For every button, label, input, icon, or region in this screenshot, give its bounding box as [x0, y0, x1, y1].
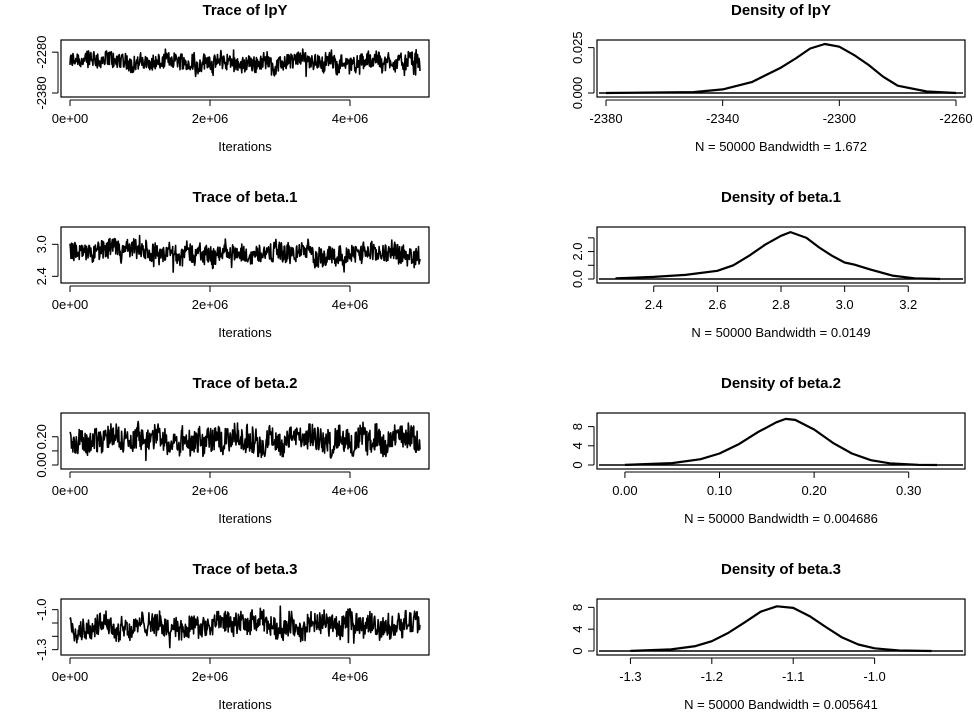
plot-frame: [60, 39, 430, 98]
panel-trace-of-beta-2: Trace of beta.2 0e+00 2e+06 4e+06 Iterations…: [34, 375, 430, 526]
y-tick-label: -2280: [34, 36, 49, 69]
x-axis-label: N = 50000 Bandwidth = 1.672: [695, 139, 867, 154]
x-tick-label: 0e+00: [52, 669, 89, 684]
x-tick-label: -1.1: [782, 669, 804, 684]
x-axis-label: Iterations: [218, 511, 272, 526]
x-tick-label: 0.00: [612, 483, 637, 498]
y-tick-label: 0: [570, 461, 585, 468]
chart-title: Density of lpY: [731, 2, 831, 19]
y-tick-label: 0.0: [570, 270, 585, 288]
y-tick-label: 0.20: [34, 424, 49, 449]
chart-title: Trace of beta.2: [192, 375, 297, 392]
x-tick-label: 4e+06: [332, 483, 369, 498]
plot-frame: [60, 598, 430, 656]
x-tick-label: -1.3: [619, 669, 641, 684]
y-tick-label: 4: [570, 626, 585, 633]
x-tick-label: 2.6: [708, 297, 726, 312]
trace-path: [69, 234, 421, 273]
x-axis-label: Iterations: [218, 139, 272, 154]
x-tick-label: 4e+06: [332, 669, 369, 684]
plot-frame: [596, 39, 966, 98]
chart-title: Trace of beta.3: [192, 561, 297, 578]
y-tick-label: 8: [570, 423, 585, 430]
chart-title: Density of beta.3: [721, 561, 841, 578]
x-tick-label: -2300: [823, 111, 856, 126]
x-tick-label: -2340: [706, 111, 739, 126]
x-axis-label: N = 50000 Bandwidth = 0.004686: [684, 511, 878, 526]
y-tick-label: -2380: [34, 76, 49, 109]
x-tick-label: -2380: [589, 111, 622, 126]
plot-frame: [596, 598, 966, 656]
x-tick-label: 2e+06: [192, 111, 229, 126]
x-tick-label: 2.4: [645, 297, 663, 312]
y-tick-label: -1.3: [34, 638, 49, 660]
x-tick-label: 0e+00: [52, 111, 89, 126]
panel-density-of-beta-1: Density of beta.1 2.4 2.6 2.8 3.0 3.2 N = 5000…: [570, 189, 966, 340]
x-axis-label: N = 50000 Bandwidth = 0.0149: [691, 325, 870, 340]
chart-title: Trace of lpY: [202, 2, 287, 19]
density-curve: [624, 417, 938, 467]
plot-frame: [596, 412, 966, 470]
y-tick-label: 0.025: [570, 31, 585, 64]
x-tick-label: 0.30: [896, 483, 921, 498]
y-tick-label: 4: [570, 442, 585, 449]
panel-trace-of-beta-1: Trace of beta.1 0e+00 2e+06 4e+06 Iterations…: [34, 189, 430, 340]
x-tick-label: 2e+06: [192, 669, 229, 684]
x-tick-label: 3.0: [836, 297, 854, 312]
x-tick-label: -1.0: [863, 669, 885, 684]
y-tick-label: 0.00: [34, 452, 49, 477]
panel-density-of-lpy: Density of lpY -2380 -2340 -2300 -2260 N = 50…: [570, 2, 973, 154]
x-tick-label: 4e+06: [332, 111, 369, 126]
density-curve: [630, 605, 932, 653]
y-tick-label: 0: [570, 647, 585, 654]
x-tick-label: -1.2: [701, 669, 723, 684]
y-tick-label: 8: [570, 604, 585, 611]
chart-title: Trace of beta.1: [192, 189, 297, 206]
panel-density-of-beta-3: Density of beta.3 -1.3 -1.2 -1.1 -1.0 N = 500…: [570, 561, 966, 712]
x-tick-label: 0.20: [801, 483, 826, 498]
panel-trace-of-lpy: Trace of lpY 0e+00 2e+06 4e+06 Iterations -23…: [34, 2, 430, 154]
x-axis-label: Iterations: [218, 697, 272, 712]
chart-title: Density of beta.2: [721, 375, 841, 392]
y-tick-label: -1.0: [34, 598, 49, 620]
plot-frame: [60, 412, 430, 470]
x-axis-label: N = 50000 Bandwidth = 0.005641: [684, 697, 878, 712]
x-tick-label: 0e+00: [52, 297, 89, 312]
plot-frame: [596, 226, 966, 284]
x-tick-label: -2260: [939, 111, 972, 126]
trace-path: [69, 420, 421, 462]
x-tick-label: 0.10: [707, 483, 732, 498]
x-tick-label: 3.2: [899, 297, 917, 312]
density-curve: [605, 42, 957, 95]
x-tick-label: 4e+06: [332, 297, 369, 312]
x-axis-label: Iterations: [218, 325, 272, 340]
x-tick-label: 2.8: [772, 297, 790, 312]
chart-title: Density of beta.1: [721, 189, 841, 206]
plot-frame: [60, 226, 430, 284]
trace-path: [69, 48, 421, 78]
x-tick-label: 0e+00: [52, 483, 89, 498]
y-tick-label: 2.4: [34, 267, 49, 285]
density-curve: [615, 231, 941, 281]
y-tick-label: 2.0: [570, 243, 585, 261]
panel-trace-of-beta-3: Trace of beta.3 0e+00 2e+06 4e+06 Iterations…: [34, 561, 430, 712]
x-tick-label: 2e+06: [192, 297, 229, 312]
x-tick-label: 2e+06: [192, 483, 229, 498]
y-tick-label: 0.000: [570, 77, 585, 110]
panel-density-of-beta-2: Density of beta.2 0.00 0.10 0.20 0.30 N = 500…: [570, 375, 966, 526]
trace-path: [69, 605, 421, 649]
y-tick-label: 3.0: [34, 235, 49, 253]
